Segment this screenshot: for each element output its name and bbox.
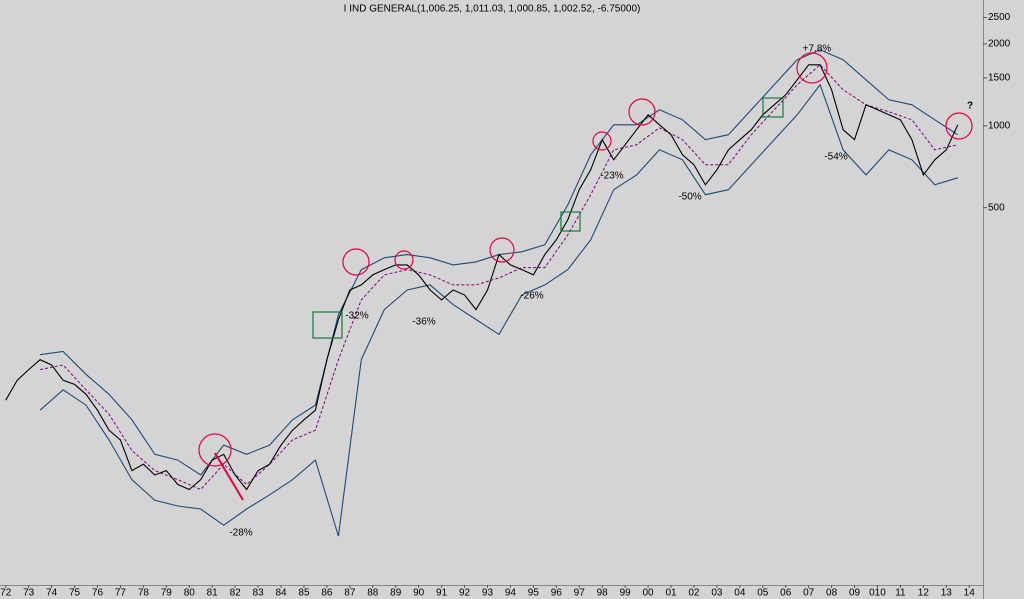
x-tick-label: 85	[298, 588, 310, 599]
annotation: -23%	[600, 171, 623, 182]
x-tick-label: 11	[895, 588, 906, 599]
annotation: -36%	[412, 317, 435, 328]
markers	[198, 52, 973, 501]
x-tick-label: 91	[436, 588, 448, 599]
series-line	[5, 64, 959, 491]
x-tick-label: 82	[230, 588, 242, 599]
x-tick-label: 75	[69, 588, 81, 599]
y-tick-label: 2500	[988, 12, 1011, 23]
x-tick-label: 87	[344, 588, 356, 599]
x-tick-label: 73	[23, 588, 35, 599]
x-tick-label: 86	[321, 588, 333, 599]
x-tick-label: 89	[390, 588, 402, 599]
y-tick-label: 1500	[988, 73, 1011, 84]
x-tick-label: 84	[275, 588, 287, 599]
highlight-circle	[342, 248, 370, 276]
x-tick-label: 96	[551, 588, 563, 599]
highlight-box	[762, 97, 784, 118]
x-tick-label: 14	[964, 588, 976, 599]
x-tick-label: 09	[849, 588, 861, 599]
y-tick-label: 1000	[988, 120, 1011, 131]
x-tick-label: 010	[869, 588, 886, 599]
x-tick-label: 94	[505, 588, 517, 599]
annotation: -26%	[520, 291, 543, 302]
x-tick-label: 97	[574, 588, 586, 599]
x-tick-label: 08	[826, 588, 838, 599]
x-tick-label: 77	[115, 588, 127, 599]
x-tick-label: 90	[413, 588, 425, 599]
x-tick-label: 12	[918, 588, 930, 599]
x-tick-label: 03	[711, 588, 723, 599]
x-tick-label: 93	[482, 588, 494, 599]
annotation: -28%	[229, 528, 252, 539]
highlight-box	[560, 211, 581, 232]
chart-title: I IND GENERAL(1,006.25, 1,011.03, 1,000.…	[344, 4, 641, 15]
x-tick-label: 98	[597, 588, 609, 599]
x-tick-label: 99	[620, 588, 632, 599]
annotation: +7.8%	[803, 44, 832, 55]
x-tick-label: 78	[138, 588, 150, 599]
annotation: -54%	[824, 152, 847, 163]
highlight-circle	[796, 52, 828, 84]
x-tick-label: 13	[941, 588, 953, 599]
highlight-circle	[394, 250, 414, 270]
x-tick-label: 00	[643, 588, 655, 599]
x-tick-label: 79	[161, 588, 173, 599]
trend-line	[214, 452, 244, 501]
x-tick-label: 76	[92, 588, 104, 599]
x-tick-label: 88	[367, 588, 379, 599]
x-tick-label: 05	[757, 588, 769, 599]
series-line	[39, 83, 958, 537]
highlight-circle	[945, 112, 973, 140]
highlight-circle	[489, 237, 515, 263]
x-tick-label: 04	[734, 588, 746, 599]
y-tick-label: 500	[988, 202, 1005, 213]
highlight-box	[312, 311, 343, 339]
x-tick-label: 07	[803, 588, 815, 599]
x-tick-label: 72	[0, 588, 12, 599]
x-tick-label: 06	[780, 588, 792, 599]
x-tick-label: 95	[528, 588, 540, 599]
annotation: -50%	[678, 192, 701, 203]
x-tick-label: 01	[665, 588, 677, 599]
x-tick-label: 81	[207, 588, 219, 599]
annotation: ?	[967, 101, 973, 112]
x-tick-label: 92	[459, 588, 471, 599]
x-tick-label: 02	[688, 588, 700, 599]
highlight-circle	[628, 98, 656, 126]
x-tick-label: 83	[253, 588, 265, 599]
highlight-circle	[198, 433, 232, 467]
x-tick-label: 80	[184, 588, 196, 599]
highlight-circle	[592, 131, 612, 151]
annotation: -32%	[345, 311, 368, 322]
x-tick-label: 74	[46, 588, 58, 599]
y-tick-label: 2000	[988, 39, 1011, 50]
